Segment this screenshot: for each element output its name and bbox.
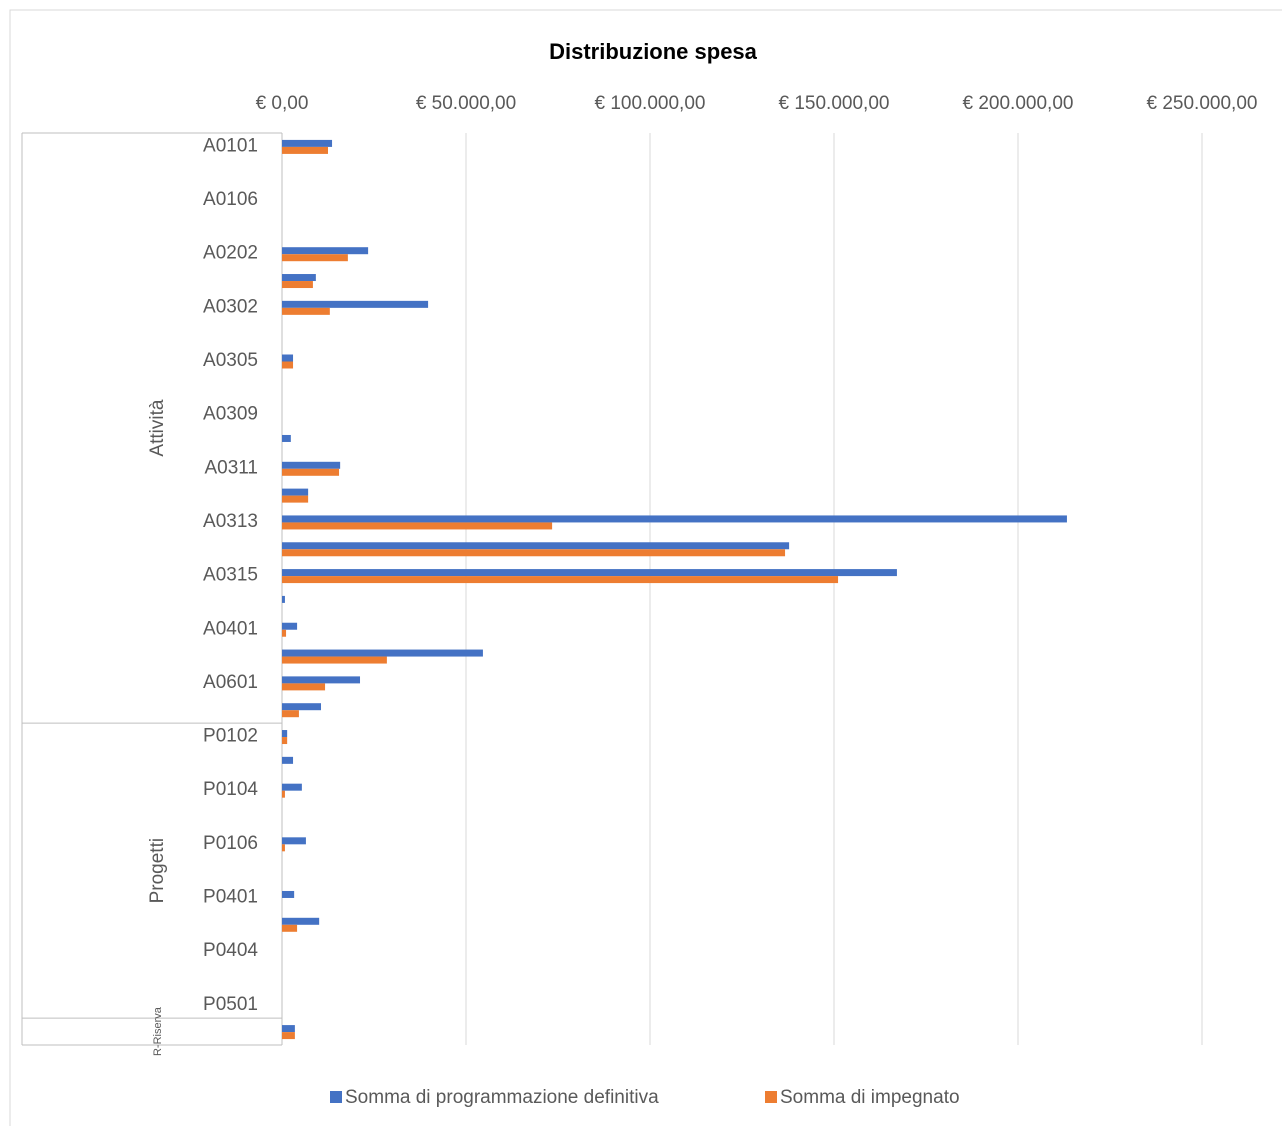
bar [282, 737, 288, 745]
bar [282, 683, 326, 691]
y-tick-label: P0404 [203, 940, 258, 961]
y-tick-label: A0302 [203, 296, 258, 317]
y-tick-label: A0311 [204, 457, 258, 478]
y-tick-label: A0315 [203, 565, 258, 586]
bar [282, 495, 309, 503]
bar [282, 139, 333, 147]
bar [282, 676, 361, 684]
bar [282, 1032, 295, 1040]
y-tick-label: A0101 [203, 135, 258, 156]
x-tick-label: € 200.000,00 [963, 93, 1074, 114]
bar [282, 307, 330, 315]
group-label: Progetti [147, 838, 168, 903]
bar [282, 890, 295, 898]
bar [282, 361, 294, 369]
y-tick-label: P0106 [203, 833, 258, 854]
bar [282, 146, 328, 154]
bar [282, 595, 285, 603]
bar [282, 549, 786, 557]
y-tick-label: A0309 [203, 404, 258, 425]
bar [282, 837, 306, 845]
y-tick-label: P0104 [203, 779, 258, 800]
bar [282, 576, 839, 584]
legend-label: Somma di impegnato [780, 1087, 960, 1108]
group-label: R-Riserva [152, 1006, 164, 1056]
bar [282, 542, 790, 550]
bar [282, 1025, 295, 1033]
y-tick-label: A0401 [203, 618, 258, 639]
bar [282, 656, 387, 664]
bar [282, 461, 341, 469]
bar [282, 522, 553, 530]
bar [282, 247, 369, 255]
y-tick-label: P0501 [203, 994, 258, 1015]
bar [282, 703, 322, 711]
bar [282, 468, 340, 476]
bar [282, 515, 1067, 523]
legend-swatch [330, 1091, 342, 1103]
bar [282, 254, 348, 262]
bar [282, 917, 320, 925]
bar [282, 629, 287, 637]
x-tick-label: € 150.000,00 [779, 93, 890, 114]
x-tick-label: € 250.000,00 [1147, 93, 1258, 114]
y-tick-label: A0106 [203, 189, 258, 210]
bar [282, 730, 288, 738]
bar [282, 844, 285, 852]
legend-swatch [765, 1091, 777, 1103]
y-tick-label: A0313 [203, 511, 258, 532]
bar [282, 622, 298, 630]
bar [282, 783, 302, 791]
y-tick-label: A0601 [203, 672, 258, 693]
bar [282, 274, 316, 282]
chart-border [9, 9, 1282, 1126]
y-tick-label: A0202 [203, 243, 258, 264]
bar [282, 300, 429, 308]
x-tick-label: € 0,00 [256, 93, 309, 114]
bar [282, 649, 483, 657]
bar [282, 488, 309, 496]
x-tick-label: € 100.000,00 [595, 93, 706, 114]
bar [282, 790, 285, 798]
y-tick-label: P0102 [203, 726, 258, 747]
y-tick-label: A0305 [203, 350, 258, 371]
y-tick-label: P0401 [203, 886, 258, 907]
bar [282, 281, 313, 289]
bar [282, 569, 897, 577]
bar [282, 756, 294, 764]
legend-label: Somma di programmazione definitiva [345, 1087, 659, 1108]
bar [282, 710, 299, 718]
x-tick-label: € 50.000,00 [416, 93, 516, 114]
bar [282, 924, 298, 932]
chart-title: Distribuzione spesa [549, 39, 758, 64]
group-label: Attività [147, 399, 168, 456]
bar [282, 354, 294, 362]
bar [282, 434, 291, 442]
